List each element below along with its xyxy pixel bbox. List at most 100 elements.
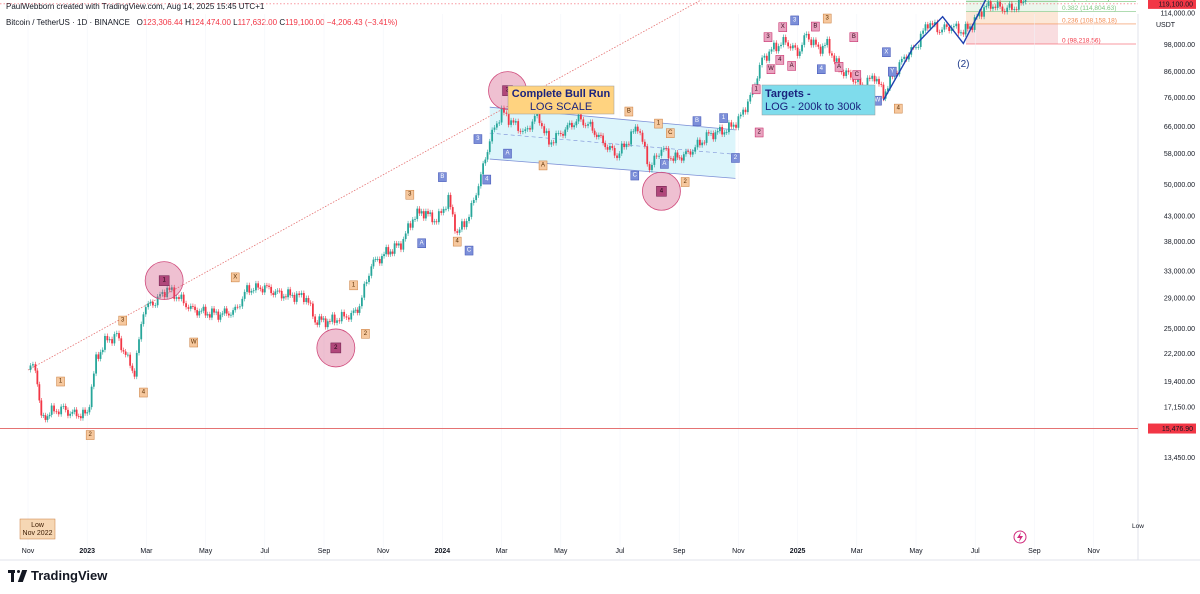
wave-tag [139,387,148,398]
candle-body [966,24,969,29]
candle-body [996,1,999,8]
candle-body [111,339,113,344]
candle-body [360,297,363,307]
candle-body [488,141,491,153]
candle-body [955,23,958,27]
candle-body [620,143,623,154]
candle-body [447,194,450,209]
candle-body [99,352,102,359]
candle-body [938,32,941,33]
y-tick-label: 66,000.00 [1164,124,1195,131]
wave-tag-label: A [420,240,424,246]
candle-body [555,133,557,144]
candle-body [812,39,815,46]
wave-tag-label: A [790,63,794,69]
candle-body [166,287,169,298]
candle-body [794,45,797,48]
cycle-tag [656,186,667,197]
candle-body [276,290,279,292]
candle-body [470,203,473,217]
candle-body [646,146,649,165]
candle-body [152,301,154,306]
candle-body [575,121,578,126]
candle-body [312,303,314,317]
candle-body [571,122,573,128]
candle-body [710,133,712,134]
candle-body [787,42,790,47]
wave-tag [834,62,844,72]
candle-body [805,33,808,36]
candle-body [517,121,520,131]
candle-body [801,44,803,52]
candle-body [562,133,564,136]
y-tick-label: 13,450.00 [1164,455,1195,462]
candle-body [389,251,392,255]
candle-body [293,294,296,302]
symbol-name[interactable]: Bitcoin / TetherUS · 1D · BINANCE [6,18,130,27]
candle-body [211,308,213,318]
candle-body [538,108,541,124]
candle-body [973,17,976,30]
candle-body [427,211,429,214]
tradingview-logo[interactable]: TradingView [8,568,107,583]
candle-body [831,53,833,56]
wave-tag-label: 4 [820,66,824,72]
candle-body [282,296,285,299]
candle-body [122,350,125,352]
candle-body [707,132,710,134]
x-tick-label: 2023 [79,548,95,555]
candle-body [819,46,822,54]
candle-body [969,26,971,29]
wave-tag [464,245,474,256]
candle-body [971,26,974,30]
candle-body [29,365,32,371]
candle-body [845,70,848,77]
wave-tag-label: Y [890,69,894,75]
price-tag: 119,100.00 [1158,1,1193,8]
candle-body [728,122,730,133]
wave-tag [680,177,690,187]
candle-body [849,72,852,78]
x-tick-label: Jul [971,548,980,555]
candle-body [687,151,689,153]
candle-body [168,287,171,290]
candle-body [803,35,806,45]
candle-body [744,109,747,113]
candle-body [227,313,230,316]
candle-body [854,81,857,83]
candle-body [798,51,801,56]
candle-body [241,298,244,307]
candle-body [1003,11,1006,13]
candle-body [55,411,58,413]
wave-tag [118,315,127,326]
candle-body [343,311,346,317]
candle-body [557,133,560,134]
wave-tag [775,55,785,65]
wave-tag-label: B [627,109,631,115]
candle-body [429,212,432,214]
y-tick-label: 50,000.00 [1164,182,1195,189]
candle-body [53,405,55,412]
candle-body [198,311,201,316]
candle-body [600,134,602,136]
low-nov-2022-box [19,518,56,540]
candle-body [347,317,350,320]
candle-body [239,306,241,308]
candle-body [595,134,598,137]
candle-body [691,151,694,155]
candle-body [746,101,749,113]
candle-body [721,126,724,135]
candle-body [73,409,76,412]
wave-tag [852,70,862,80]
candle-body [475,195,478,201]
candle-body [329,321,331,323]
alert-lightning-icon[interactable] [1013,530,1027,544]
wave-tag-label: X [233,274,237,280]
candle-body [493,127,496,130]
candle-body [236,306,239,308]
y-tick-label: 33,000.00 [1164,268,1195,275]
candle-body [655,155,658,157]
candle-body [259,287,262,289]
candle-body [138,339,140,353]
